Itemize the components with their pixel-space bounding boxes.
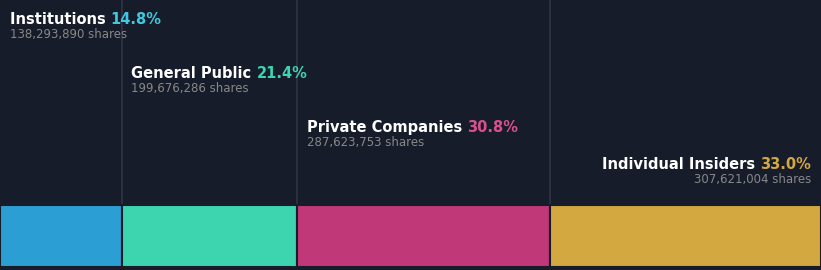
Bar <box>122 205 297 267</box>
Bar <box>0 205 122 267</box>
Text: 287,623,753 shares: 287,623,753 shares <box>307 136 424 149</box>
Text: Institutions: Institutions <box>10 12 111 27</box>
Text: 30.8%: 30.8% <box>467 120 518 135</box>
Text: 14.8%: 14.8% <box>111 12 162 27</box>
Bar <box>297 205 550 267</box>
Text: 138,293,890 shares: 138,293,890 shares <box>10 28 127 41</box>
Text: Individual Insiders: Individual Insiders <box>602 157 760 172</box>
Text: General Public: General Public <box>131 66 257 81</box>
Text: 21.4%: 21.4% <box>257 66 308 81</box>
Text: Private Companies: Private Companies <box>307 120 467 135</box>
Text: 33.0%: 33.0% <box>760 157 811 172</box>
Text: 199,676,286 shares: 199,676,286 shares <box>131 82 249 95</box>
Bar <box>550 205 821 267</box>
Text: 307,621,004 shares: 307,621,004 shares <box>694 173 811 186</box>
